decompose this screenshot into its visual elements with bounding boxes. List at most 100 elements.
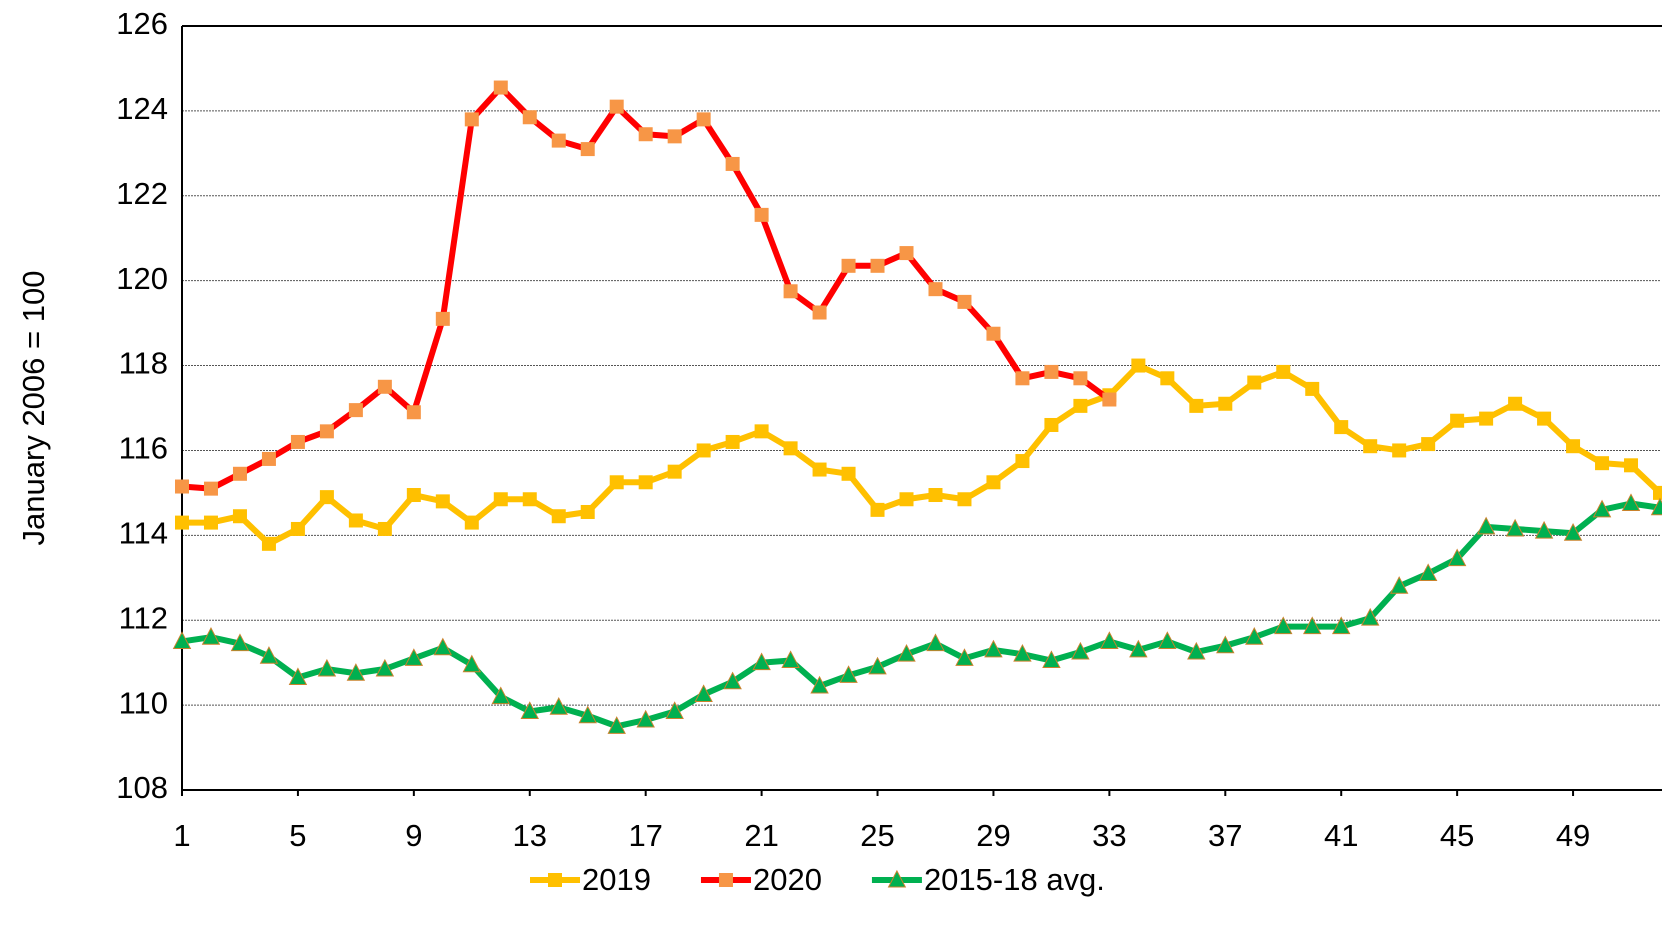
marker — [578, 705, 597, 724]
marker — [1216, 635, 1235, 654]
marker — [203, 515, 218, 530]
marker — [810, 675, 829, 694]
marker — [1447, 548, 1467, 567]
marker — [1595, 456, 1610, 471]
x-tick-label: 37 — [1208, 818, 1242, 853]
y-tick-label: 112 — [119, 600, 168, 635]
marker — [375, 658, 395, 677]
marker — [723, 671, 742, 690]
marker — [841, 258, 856, 273]
marker — [520, 701, 539, 719]
marker — [1044, 364, 1059, 379]
marker — [1508, 396, 1523, 411]
marker — [172, 631, 192, 649]
marker — [752, 652, 771, 671]
marker — [1563, 523, 1583, 541]
marker — [1621, 493, 1641, 511]
x-tick-label: 41 — [1324, 818, 1358, 853]
marker — [839, 665, 858, 683]
marker — [259, 646, 279, 664]
marker — [754, 424, 769, 439]
marker — [1102, 392, 1117, 407]
y-tick-label: 122 — [116, 176, 168, 211]
marker — [1013, 643, 1032, 662]
legend-label: 2015-18 avg. — [924, 862, 1105, 897]
marker — [667, 464, 682, 479]
marker — [1653, 485, 1662, 500]
x-tick-label: 29 — [976, 818, 1010, 853]
series-line — [182, 362, 1662, 547]
legend-item: 2020 — [700, 862, 822, 897]
marker — [319, 490, 334, 505]
marker — [1274, 616, 1293, 635]
marker — [783, 284, 798, 299]
legend-item: 2015-18 avg. — [871, 862, 1105, 897]
marker — [203, 481, 218, 496]
legend-label: 2020 — [753, 862, 822, 897]
marker — [1505, 518, 1525, 537]
marker — [175, 515, 189, 530]
marker — [1537, 411, 1552, 426]
marker — [725, 434, 740, 449]
marker — [812, 462, 827, 477]
marker — [1245, 627, 1264, 645]
marker — [1187, 641, 1206, 660]
marker — [435, 494, 450, 509]
marker — [636, 709, 655, 728]
marker — [694, 684, 713, 702]
marker — [887, 869, 907, 888]
marker — [404, 648, 424, 666]
marker — [493, 80, 508, 95]
y-tick-label: 114 — [119, 516, 168, 551]
marker — [549, 697, 568, 715]
marker — [926, 633, 945, 652]
marker — [1044, 417, 1059, 432]
marker — [1450, 413, 1465, 428]
y-tick-label: 116 — [119, 431, 168, 466]
marker — [725, 156, 740, 171]
x-tick-label: 33 — [1092, 818, 1126, 853]
y-axis-label: January 2006 = 100 — [16, 271, 51, 546]
marker — [1479, 411, 1494, 426]
marker — [493, 492, 508, 507]
marker — [638, 127, 653, 142]
marker — [1331, 616, 1351, 635]
marker — [435, 311, 450, 326]
marker — [718, 873, 733, 887]
marker — [1389, 576, 1409, 594]
marker — [175, 479, 189, 494]
marker — [522, 492, 537, 507]
marker — [288, 667, 308, 686]
marker — [754, 207, 769, 222]
marker — [232, 509, 247, 524]
marker — [1042, 650, 1061, 669]
marker — [1592, 499, 1612, 518]
marker — [319, 424, 334, 439]
marker — [1534, 520, 1554, 539]
marker — [986, 475, 1001, 490]
marker — [841, 466, 856, 481]
marker — [491, 686, 511, 705]
marker — [580, 142, 595, 157]
marker — [957, 294, 972, 309]
marker — [1015, 454, 1030, 469]
marker — [1334, 420, 1349, 435]
marker — [1276, 364, 1291, 379]
x-tick-label: 9 — [405, 818, 422, 853]
x-tick-label: 1 — [173, 818, 190, 853]
marker — [580, 504, 595, 519]
marker — [899, 246, 914, 261]
marker — [346, 663, 366, 681]
marker — [928, 488, 943, 503]
x-tick-label: 17 — [628, 818, 662, 853]
marker — [348, 403, 363, 418]
x-tick-label: 21 — [744, 818, 778, 853]
y-tick-label: 120 — [116, 261, 168, 296]
marker — [868, 656, 887, 675]
marker — [290, 521, 305, 536]
marker — [548, 873, 562, 887]
x-tick-label: 13 — [513, 818, 547, 853]
marker — [230, 633, 250, 652]
marker — [897, 643, 916, 662]
